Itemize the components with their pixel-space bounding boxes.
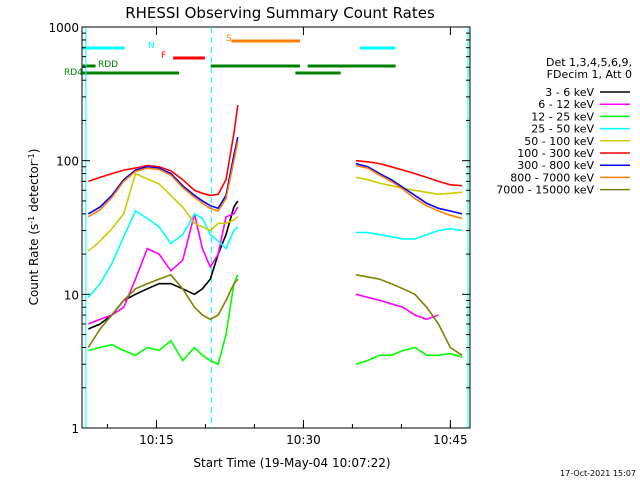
flag-label-f: F [161, 51, 166, 61]
x-tick-label: 10:15 [139, 433, 174, 447]
legend-entry-label: 7000 - 15000 keV [496, 184, 594, 197]
series-line [355, 274, 463, 356]
legend-entry-label: 100 - 300 keV [517, 147, 594, 160]
legend: Det 1,3,4,5,6,9,FDecim 1, Att 0 3 - 6 keV… [496, 56, 632, 197]
plot-area [81, 26, 471, 429]
ticks-layer: 10:15 10:30 10:45 1 10 100 1000 [48, 21, 470, 447]
series-line [88, 274, 239, 366]
series-line [355, 162, 463, 215]
y-axis-label-part: -1 [27, 153, 36, 161]
series-layer [87, 105, 463, 366]
series-line [87, 172, 239, 252]
vlines-layer [85, 27, 469, 428]
timestamp: 17-Oct-2021 15:07 [560, 469, 636, 478]
series-line [355, 227, 463, 240]
legend-entry-label: 50 - 100 keV [524, 135, 594, 148]
y-tick-label: 100 [56, 155, 79, 169]
flag-label-rd4: RD4 [64, 68, 83, 78]
y-axis-label-part: -1 [27, 216, 36, 224]
flag-label-rdd: RDD [98, 60, 118, 70]
legend-entry-label: 6 - 12 keV [538, 98, 594, 111]
series-line [355, 159, 463, 187]
series-line [355, 164, 463, 220]
flag-label-s: S [226, 34, 232, 44]
legend-header: FDecim 1, Att 0 [547, 68, 632, 81]
y-axis-label: Count Rate (s-1 detector-1) [27, 149, 42, 306]
legend-entry-label: 12 - 25 keV [531, 110, 594, 123]
series-line [355, 293, 439, 321]
y-axis-label-part: Count Rate (s [27, 224, 41, 306]
series-line [87, 209, 239, 298]
series-line [87, 136, 239, 215]
x-tick-label: 10:45 [433, 433, 468, 447]
plot-frame [81, 26, 471, 429]
y-tick-label: 1 [71, 422, 79, 436]
legend-header: Det 1,3,4,5,6,9, [546, 56, 632, 69]
legend-entry-label: 3 - 6 keV [545, 86, 594, 99]
legend-entry-label: 800 - 7000 keV [510, 171, 594, 184]
series-line [355, 176, 463, 196]
legend-entry-label: 300 - 800 keV [517, 159, 594, 172]
chart-title: RHESSI Observing Summary Count Rates [125, 4, 435, 22]
x-axis-label: Start Time (19-May-04 10:07:22) [193, 456, 390, 470]
y-axis-label-part: detector [27, 161, 41, 216]
y-tick-label: 10 [64, 288, 79, 302]
flag-label-n: N [148, 41, 155, 51]
legend-entry-label: 25 - 50 keV [531, 123, 594, 136]
x-tick-label: 10:30 [286, 433, 321, 447]
y-axis-label-part: ) [27, 149, 41, 154]
series-line [87, 273, 239, 348]
y-tick-label: 1000 [48, 21, 79, 35]
series-line [88, 105, 239, 197]
series-line [355, 346, 463, 365]
series-line [88, 206, 239, 325]
flags-layer: NF S RDD RD4 [64, 34, 396, 78]
series-line [87, 140, 239, 218]
